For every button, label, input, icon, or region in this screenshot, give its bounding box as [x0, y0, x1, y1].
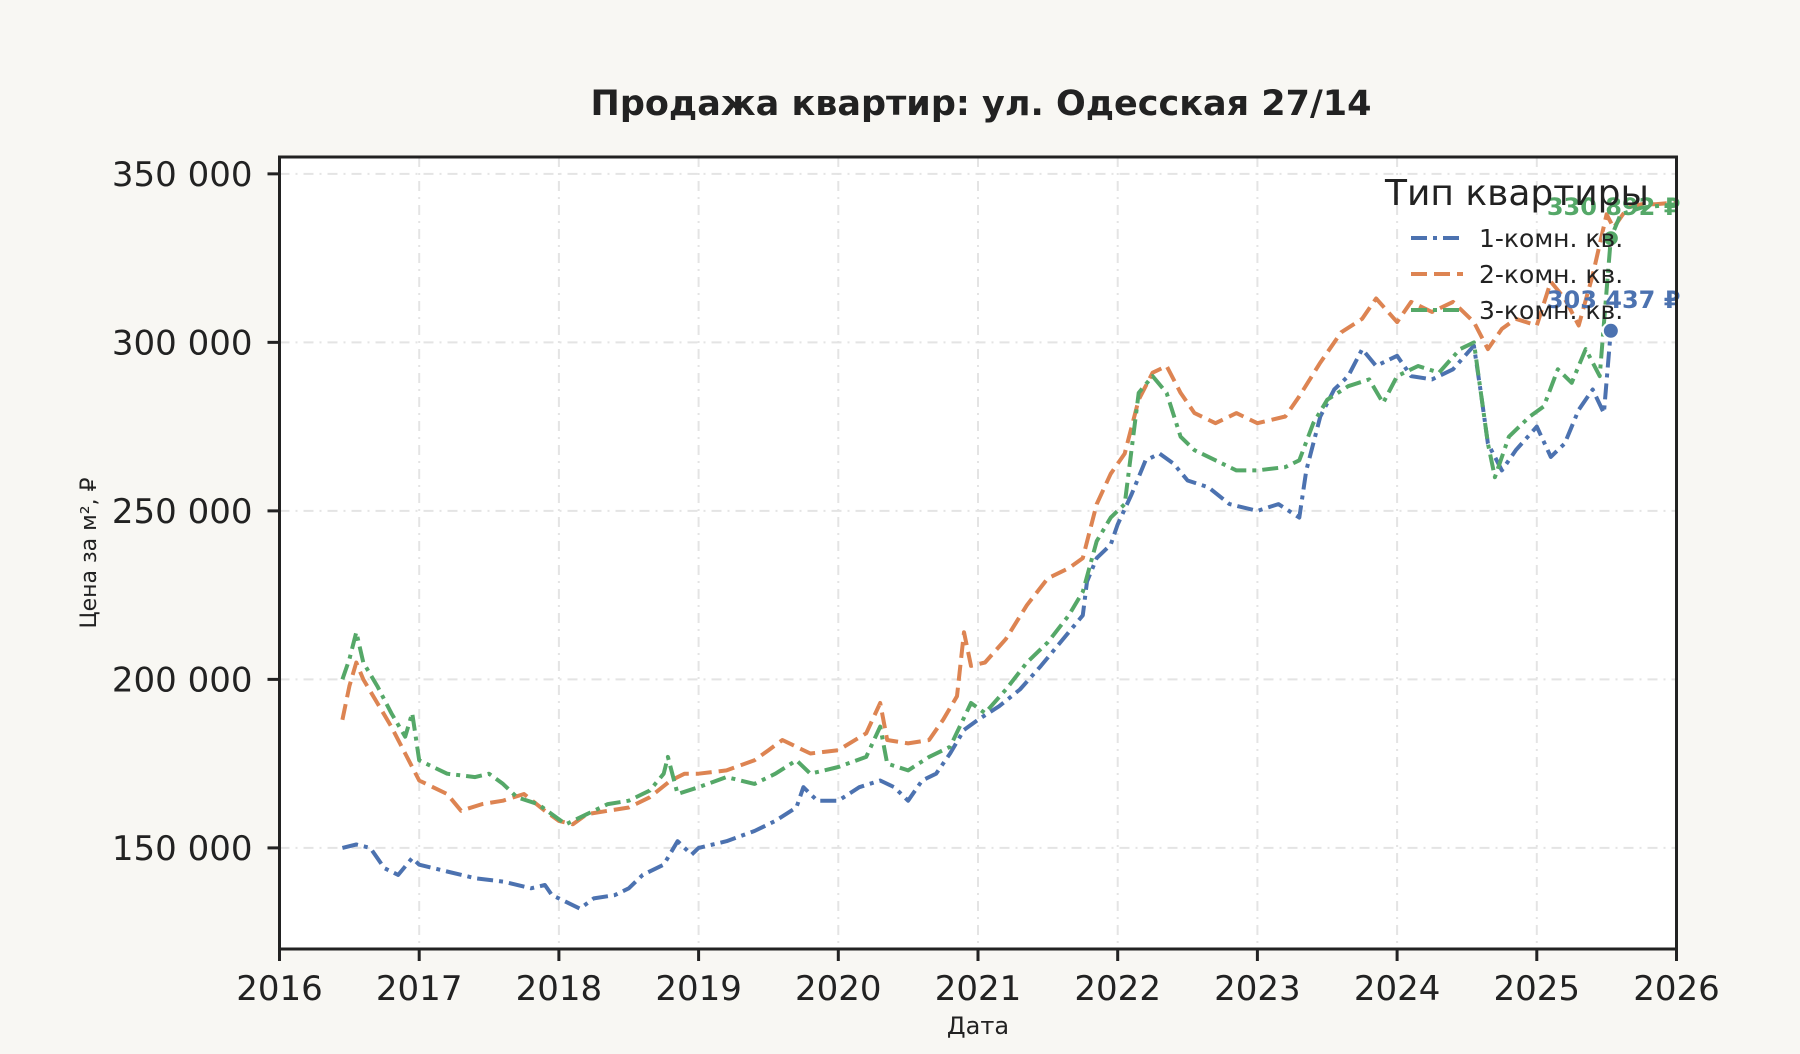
- y-tick-label: 300 000: [112, 323, 253, 363]
- y-tick-label: 250 000: [112, 492, 253, 532]
- y-axis: 150 000 200 000 250 000 300 000 350 000: [112, 155, 280, 869]
- end-marker: [1601, 321, 1620, 340]
- x-tick-label: 2021: [935, 969, 1022, 1009]
- series-layer: [340, 200, 1677, 911]
- legend-title: Тип квартиры: [1384, 173, 1649, 214]
- legend-items: 1-комн. кв. 2-комн. кв. 3-комн. кв.: [1411, 224, 1623, 325]
- x-tick-label: 2025: [1494, 969, 1581, 1009]
- x-tick-label: 2020: [795, 969, 882, 1009]
- y-tick-label: 200 000: [112, 660, 253, 700]
- end-value-label: 303 437 ₽: [1547, 286, 1681, 314]
- legend-label: 3-комн. кв.: [1479, 296, 1623, 325]
- series-line: [341, 330, 1613, 911]
- legend-label: 1-комн. кв.: [1479, 224, 1623, 253]
- series-line: [340, 202, 1677, 827]
- grid-layer: [278, 157, 1678, 949]
- y-axis-label: Цена за м², ₽: [77, 477, 102, 628]
- x-axis: 2016 2017 2018 2019 2020 2021 2022 2023 2024 2025…: [236, 949, 1720, 1009]
- series-line: [340, 200, 1677, 827]
- legend: Тип квартиры 1-комн. кв. 2-комн. кв. 3-ком…: [1384, 173, 1649, 325]
- x-tick-label: 2016: [236, 969, 323, 1009]
- x-tick-label: 2026: [1633, 969, 1720, 1009]
- chart-title: Продажа квартир: ул. Одесская 27/14: [591, 84, 1372, 124]
- marker-layer: 303 437 ₽ 330 892 ₽: [1547, 193, 1681, 340]
- x-tick-label: 2017: [376, 969, 463, 1009]
- x-tick-label: 2022: [1074, 969, 1161, 1009]
- x-tick-label: 2024: [1354, 969, 1441, 1009]
- x-axis-label: Дата: [947, 1012, 1009, 1040]
- y-tick-label: 150 000: [112, 829, 253, 869]
- legend-label: 2-комн. кв.: [1479, 260, 1623, 289]
- x-tick-label: 2023: [1214, 969, 1301, 1009]
- y-tick-label: 350 000: [112, 155, 253, 195]
- x-tick-label: 2019: [655, 969, 742, 1009]
- plot-area: [279, 157, 1677, 949]
- end-marker: [1601, 229, 1620, 248]
- end-value-label: 330 892 ₽: [1547, 193, 1681, 221]
- x-tick-label: 2018: [516, 969, 603, 1009]
